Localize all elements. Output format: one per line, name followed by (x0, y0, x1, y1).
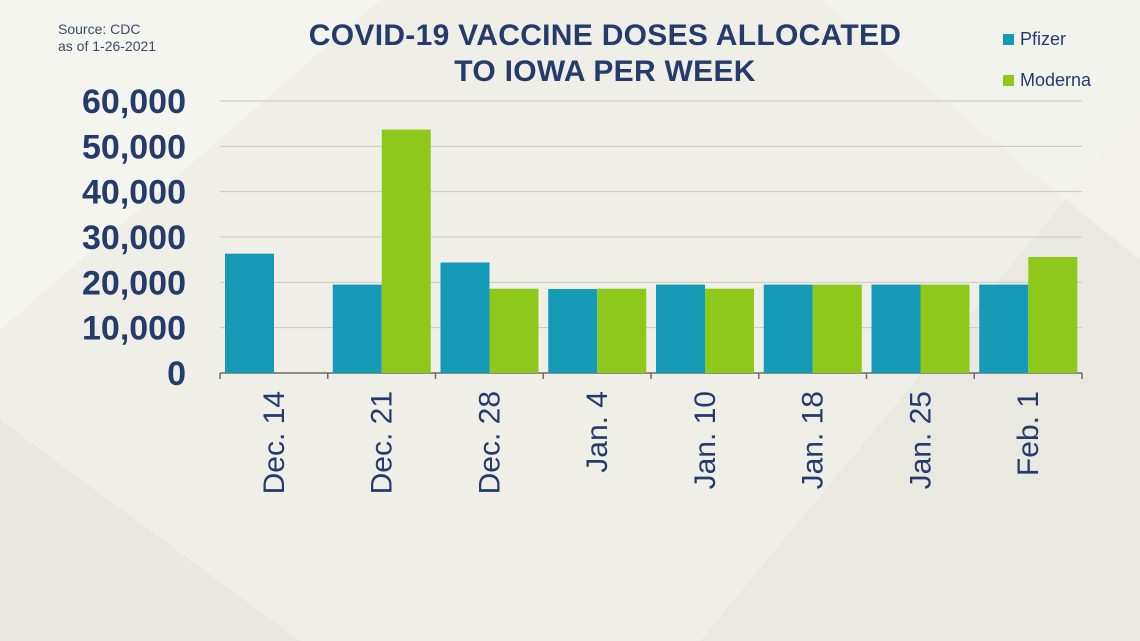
x-tick-label: Feb. 1 (1012, 391, 1045, 476)
source-line-1: Source: CDC (58, 21, 141, 37)
y-tick-label: 30,000 (82, 219, 186, 257)
bar-moderna-jan-10 (705, 288, 754, 373)
bar-pfizer-dec-14 (225, 253, 274, 373)
source-date: as of 1-26-2021 (58, 38, 157, 54)
bar-moderna-jan-4 (597, 288, 647, 373)
bar-moderna-feb-1 (1028, 256, 1078, 373)
y-tick-label: 20,000 (82, 264, 186, 302)
chart-title: COVID-19 VACCINE DOSES ALLOCATED TO IOWA… (250, 18, 960, 90)
y-tick-label: 50,000 (82, 128, 186, 166)
bar-moderna-jan-25 (920, 284, 970, 373)
x-tick-label: Dec. 28 (473, 391, 506, 494)
bar-pfizer-jan-10 (656, 284, 705, 373)
x-tick-label: Dec. 21 (366, 391, 399, 494)
legend-swatch-moderna (1003, 74, 1014, 86)
bar-moderna-dec-28 (489, 288, 539, 373)
y-tick-label: 60,000 (82, 83, 186, 121)
x-tick-label: Jan. 18 (797, 391, 830, 489)
bar-pfizer-jan-4 (548, 289, 598, 373)
x-tick-label: Jan. 4 (581, 391, 614, 473)
bar-pfizer-jan-18 (763, 284, 813, 373)
bar-pfizer-feb-1 (979, 284, 1029, 373)
x-tick-label: Jan. 25 (904, 391, 937, 489)
bar-pfizer-dec-28 (440, 262, 490, 373)
source-note: Source: CDC as of 1-26-2021 (58, 21, 156, 55)
legend-label-moderna: Moderna (1020, 69, 1092, 90)
legend-label-pfizer: Pfizer (1020, 28, 1067, 49)
bar-pfizer-dec-21 (332, 284, 382, 373)
chart-title-line-1: COVID-19 VACCINE DOSES ALLOCATED (308, 19, 902, 52)
bar-moderna-dec-21 (381, 129, 431, 373)
x-tick-label: Dec. 14 (258, 391, 291, 494)
chart-title-line-2: TO IOWA PER WEEK (454, 55, 756, 88)
legend-swatch-pfizer (1003, 33, 1014, 45)
y-tick-label: 40,000 (82, 174, 186, 212)
bar-pfizer-jan-25 (871, 284, 921, 373)
x-tick-label: Jan. 10 (689, 391, 722, 489)
y-tick-label: 0 (167, 355, 186, 393)
legend-item-moderna: Moderna (1003, 70, 1091, 90)
y-tick-label: 10,000 (82, 310, 186, 348)
bar-moderna-jan-18 (812, 284, 862, 373)
legend-item-pfizer: Pfizer (1003, 29, 1066, 49)
